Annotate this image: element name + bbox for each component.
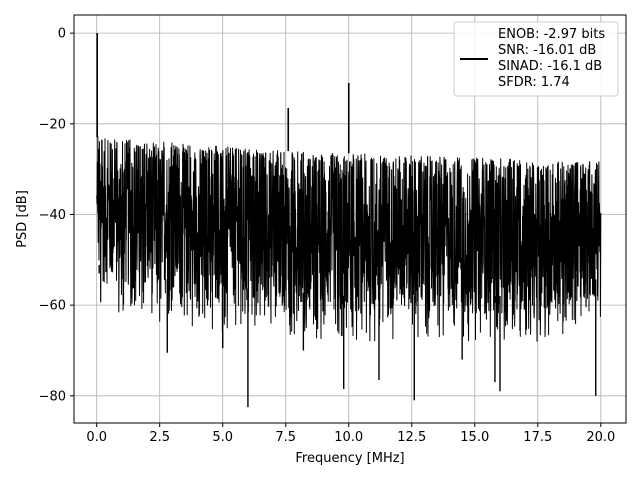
series-psd [96, 33, 602, 408]
x-axis-label: Frequency [MHz] [295, 451, 404, 466]
y-tick-label: −20 [39, 117, 66, 132]
x-tick-label: 10.0 [334, 430, 363, 445]
legend: ENOB: -2.97 bits SNR: -16.01 dB SINAD: -… [453, 21, 619, 97]
x-tick-label: 0.0 [86, 430, 107, 445]
y-tick-label: −80 [39, 389, 66, 404]
plot-frame [73, 14, 627, 424]
legend-line-2: SNR: -16.01 dB [498, 43, 596, 58]
legend-line-4: SFDR: 1.74 [498, 75, 570, 90]
x-tick-label: 20.0 [586, 430, 615, 445]
x-tick-label: 15.0 [460, 430, 489, 445]
legend-line-1: ENOB: -2.97 bits [498, 27, 605, 42]
legend-line-3: SINAD: -16.1 dB [498, 59, 602, 74]
x-tick-label: 17.5 [523, 430, 552, 445]
x-tick-label: 7.5 [275, 430, 296, 445]
legend-box [453, 21, 619, 97]
y-tick-label: −60 [39, 299, 66, 314]
y-tick-label: 0 [58, 27, 66, 42]
y-tick-label: −40 [39, 208, 66, 223]
x-axis: 0.0 2.5 5.0 7.5 10.0 12.5 15.0 17.5 20.0 [86, 423, 615, 445]
psd-trace [96, 135, 602, 342]
x-tick-label: 5.0 [212, 430, 233, 445]
y-axis: 0 −20 −40 −60 −80 [39, 27, 74, 404]
y-axis-label: PSD [dB] [15, 190, 30, 248]
x-tick-label: 12.5 [397, 430, 426, 445]
x-tick-label: 2.5 [149, 430, 170, 445]
